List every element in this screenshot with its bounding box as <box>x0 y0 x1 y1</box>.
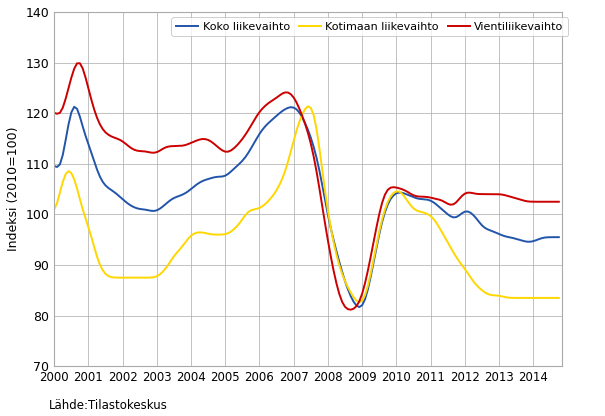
Koko liikevaihto <box>555 235 563 240</box>
Kotimaan liikevaihto <box>51 207 58 212</box>
Vientiliikevaihto <box>347 307 355 312</box>
Line: Koko liikevaihto: Koko liikevaihto <box>54 107 559 307</box>
Koko liikevaihto <box>529 239 537 244</box>
Koko liikevaihto <box>136 206 143 211</box>
Kotimaan liikevaihto <box>227 229 235 234</box>
Kotimaan liikevaihto <box>464 270 471 275</box>
Vientiliikevaihto <box>529 199 537 204</box>
Vientiliikevaihto <box>51 110 58 115</box>
Vientiliikevaihto <box>76 61 83 66</box>
Koko liikevaihto <box>356 305 363 310</box>
Kotimaan liikevaihto <box>555 295 563 300</box>
Vientiliikevaihto <box>231 146 238 151</box>
Legend: Koko liikevaihto, Kotimaan liikevaihto, Vientiliikevaihto: Koko liikevaihto, Kotimaan liikevaihto, … <box>171 17 568 36</box>
Kotimaan liikevaihto <box>356 300 363 305</box>
Line: Kotimaan liikevaihto: Kotimaan liikevaihto <box>54 106 559 302</box>
Kotimaan liikevaihto <box>529 295 537 300</box>
Koko liikevaihto <box>51 163 58 168</box>
Vientiliikevaihto <box>136 149 143 154</box>
Koko liikevaihto <box>301 121 309 126</box>
Vientiliikevaihto <box>301 121 309 126</box>
Y-axis label: Indeksi (2010=100): Indeksi (2010=100) <box>7 127 20 251</box>
Koko liikevaihto <box>71 104 78 109</box>
Vientiliikevaihto <box>399 187 406 192</box>
Koko liikevaihto <box>464 209 471 214</box>
Koko liikevaihto <box>399 190 406 195</box>
Kotimaan liikevaihto <box>299 112 306 117</box>
Kotimaan liikevaihto <box>399 191 406 196</box>
Kotimaan liikevaihto <box>133 275 140 280</box>
Koko liikevaihto <box>231 166 238 171</box>
Kotimaan liikevaihto <box>304 104 312 109</box>
Vientiliikevaihto <box>464 190 471 195</box>
Line: Vientiliikevaihto: Vientiliikevaihto <box>54 63 559 310</box>
Vientiliikevaihto <box>555 199 563 204</box>
Text: Lähde:Tilastokeskus: Lähde:Tilastokeskus <box>48 399 167 412</box>
